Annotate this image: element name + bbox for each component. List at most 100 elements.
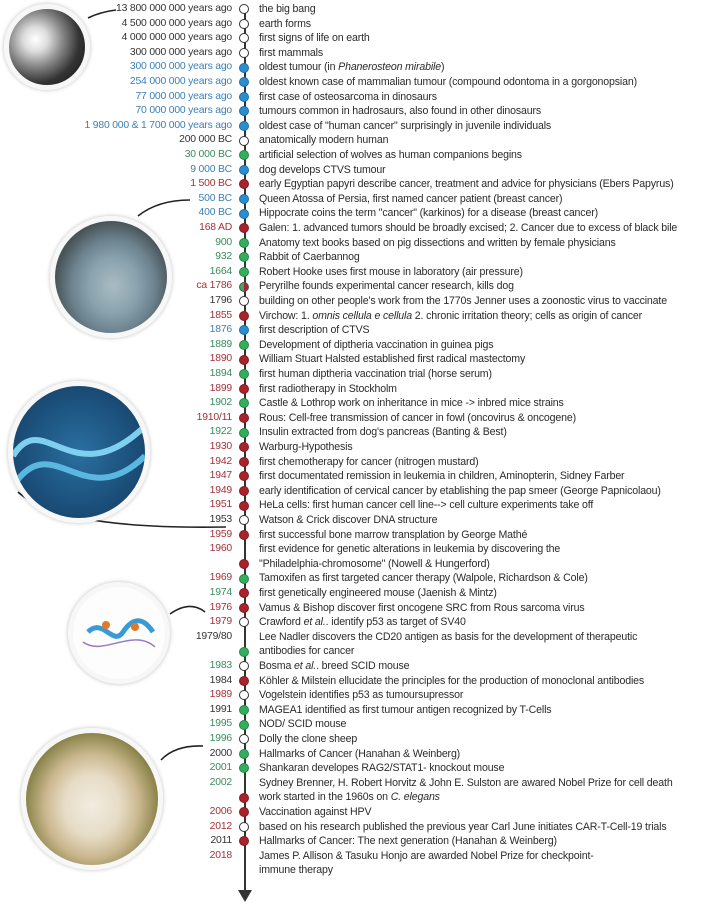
description-text: Vamus & Bishop discover first oncogene S…	[259, 601, 585, 614]
timeline-event: 1953 Watson & Crick discover DNA structur…	[0, 513, 712, 528]
timeline-event: 4 500 000 000 years ago earth forms	[0, 17, 712, 32]
connector-big-bang	[87, 9, 117, 19]
description-text: Robert Hooke uses first mouse in laborat…	[259, 265, 523, 278]
event-marker-green	[239, 237, 249, 248]
event-date: 1910/11	[196, 411, 233, 423]
timeline-event: 70 000 000 years ago tumours common in ha…	[0, 104, 712, 119]
timeline-event: 168 AD Galen: 1. advanced tumors should b…	[0, 221, 712, 236]
event-description: James P. Allison & Tasuku Honjo are awar…	[259, 849, 594, 864]
description-text: first case of osteosarcoma in dinosaurs	[259, 90, 437, 103]
description-text: Hallmarks of Cancer: The next generation…	[259, 835, 557, 848]
event-marker-red	[239, 383, 249, 394]
timeline-event: 1899 first radiotherapy in Stockholm	[0, 382, 712, 397]
event-marker-blue	[239, 194, 249, 205]
event-date: 1922	[209, 426, 233, 438]
event-date: 1979	[209, 616, 233, 628]
event-date: 932	[215, 251, 232, 263]
event-description: Sydney Brenner, H. Robert Horvitz & John…	[259, 776, 673, 791]
description-text: James P. Allison & Tasuku Honjo are awar…	[259, 849, 594, 862]
event-description: Crawford et al.. identify p53 as target …	[259, 615, 466, 630]
timeline-event: 2001 Shankaran developes RAG2/STAT1- knoc…	[0, 761, 712, 776]
event-date: 4 000 000 000 years ago	[121, 32, 233, 44]
event-date: 2012	[209, 820, 233, 832]
description-text: 2. chronic irritation theory; cells as o…	[411, 309, 643, 322]
sheep-photo	[21, 728, 163, 870]
timeline-event: 1664 Robert Hooke uses first mouse in lab…	[0, 265, 712, 280]
event-description: oldest case of "human cancer" surprising…	[259, 119, 551, 134]
description-text: Rous: Cell-free transmission of cancer i…	[259, 411, 577, 424]
timeline-event: 2018 James P. Allison & Tasuku Honjo are …	[0, 849, 712, 864]
event-marker-white	[239, 661, 249, 672]
event-description: Hallmarks of Cancer: The next generation…	[259, 834, 557, 849]
timeline-event: 2000 Hallmarks of Cancer (Hanahan & Weinb…	[0, 747, 712, 762]
event-marker-red	[239, 413, 249, 424]
timeline-event: 2011 Hallmarks of Cancer: The next genera…	[0, 834, 712, 849]
event-description: Galen: 1. advanced tumors should be broa…	[259, 221, 677, 236]
event-description: William Stuart Halsted established first…	[259, 352, 525, 367]
event-marker-white	[239, 821, 249, 832]
description-text: Queen Atossa of Persia, first named canc…	[259, 192, 563, 205]
event-date: 1 500 BC	[190, 178, 232, 190]
event-description: HeLa cells: first human cancer cell line…	[259, 498, 593, 513]
event-description: Vamus & Bishop discover first oncogene S…	[259, 601, 585, 616]
protein-ribbon-icon	[82, 618, 156, 648]
event-date: 1902	[209, 397, 233, 409]
event-marker-red	[239, 807, 249, 818]
timeline-event: 1890 William Stuart Halsted established f…	[0, 352, 712, 367]
event-date: 70 000 000 years ago	[135, 105, 232, 117]
event-description: Queen Atossa of Persia, first named canc…	[259, 192, 563, 207]
timeline-event: 300 000 000 years ago first mammals	[0, 46, 712, 61]
description-text: oldest case of "human cancer" surprising…	[259, 119, 552, 132]
event-marker-red	[239, 529, 249, 540]
event-date: 9 000 BC	[190, 163, 232, 175]
connector-sheep	[160, 745, 204, 761]
event-description: Hippocrate coins the term "cancer" (kark…	[259, 206, 598, 221]
event-date: 1984	[209, 674, 233, 686]
timeline-event: 1 500 BC early Egyptian papyri describe c…	[0, 177, 712, 192]
event-date: 500 BC	[198, 192, 233, 204]
timeline-event: 1979 Crawford et al.. identify p53 as tar…	[0, 615, 712, 630]
event-description: early Egyptian papyri describe cancer, t…	[259, 177, 674, 192]
description-text: Köhler & Milstein ellucidate the princip…	[259, 674, 645, 687]
event-date: 168 AD	[199, 222, 232, 233]
description-text: Warburg-Hypothesis	[259, 441, 353, 453]
event-marker-half	[239, 281, 249, 292]
timeline-event: "Philadelphia-chromosome" (Nowell & Hung…	[0, 557, 712, 572]
event-marker-green	[239, 573, 249, 584]
timeline-event: 1 980 000 & 1 700 000 years ago oldest ca…	[0, 119, 712, 134]
timeline-event: 9 000 BC dog develops CTVS tumour	[0, 163, 712, 178]
event-description: oldest tumour (in Phanerosteon mirabile)	[259, 60, 445, 75]
timeline-event: ca 1786 Peryrilhe founds experimental can…	[0, 279, 712, 294]
event-date: 1951	[209, 499, 233, 511]
event-date: ca 1786	[196, 280, 232, 292]
connector-protein	[169, 605, 206, 615]
description-text: Peryrilhe founds experimental cancer res…	[259, 280, 514, 293]
event-date: 2000	[209, 747, 233, 759]
timeline-event: 1960 first evidence for genetic alteratio…	[0, 542, 712, 557]
description-text: "Philadelphia-chromosome" (Nowell & Hung…	[259, 557, 490, 570]
description-text: building on other people's work from the…	[259, 295, 667, 307]
event-description: Shankaran developes RAG2/STAT1- knockout…	[259, 761, 504, 776]
event-date: 1949	[209, 484, 233, 496]
description-text: oldest known case of mammalian tumour (c…	[259, 76, 637, 88]
description-text: Vogelstein identifies p53 as tumoursupre…	[259, 689, 464, 702]
event-marker-red	[239, 471, 249, 482]
event-marker-white	[239, 690, 249, 701]
description-text: first human diptheria vaccination trial …	[259, 368, 492, 380]
event-description: Robert Hooke uses first mouse in laborat…	[259, 265, 523, 280]
event-date: 1942	[209, 455, 233, 467]
timeline-event: 1942 first chemotherapy for cancer (nitro…	[0, 455, 712, 470]
event-description: work started in the 1960s on C. elegans	[259, 790, 440, 805]
event-description: NOD/ SCID mouse	[259, 717, 346, 732]
event-date: 1960	[209, 543, 233, 555]
timeline-event: immune therapy	[0, 863, 712, 878]
description-text: Crawford	[259, 616, 304, 629]
event-marker-green	[239, 427, 249, 438]
event-marker-red	[239, 179, 249, 190]
event-description: Hallmarks of Cancer (Hanahan & Weinberg)	[259, 747, 460, 762]
description-text: Development of diptheria vaccination in …	[259, 338, 494, 351]
italic-term: et al.	[303, 616, 326, 629]
event-description: Vaccination against HPV	[259, 805, 372, 820]
event-description: artificial selection of wolves as human …	[259, 148, 522, 163]
timeline-event: 1996 Dolly the clone sheep	[0, 732, 712, 747]
